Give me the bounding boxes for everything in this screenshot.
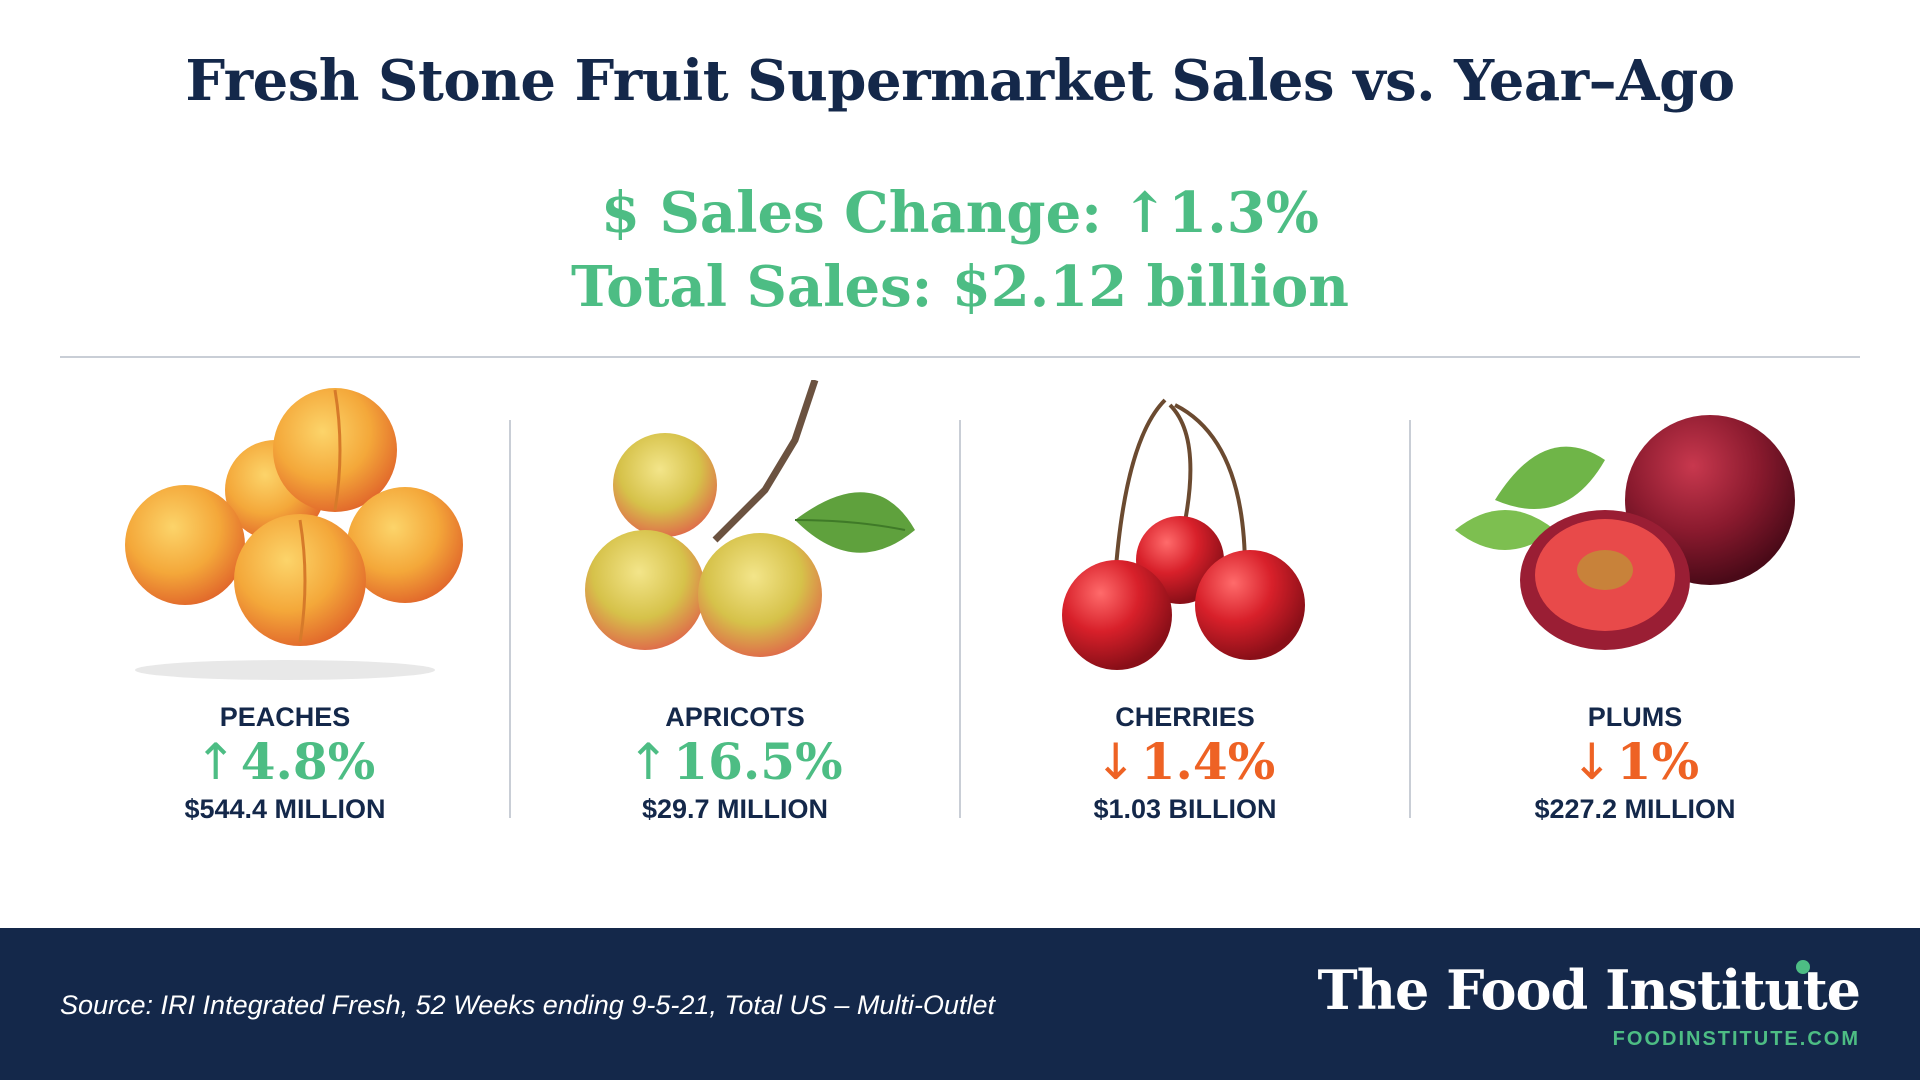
down-arrow-icon: ↓ [1094,733,1137,791]
cherries-image [1062,398,1305,670]
plums-image [1455,415,1795,650]
brand-logo: The Food Institute [1317,958,1861,1022]
fruit-amount: $544.4 MILLION [184,794,386,824]
column-divider [509,420,511,818]
column-divider [1409,420,1411,818]
fruit-change: ↓1% [1570,732,1700,791]
up-arrow-icon: ↑ [627,733,670,791]
brand-url: FOODINSTITUTE.COM [1612,1028,1860,1050]
column-divider [959,420,961,818]
fruit-name: CHERRIES [1115,702,1255,732]
horizontal-divider [60,356,1860,358]
brand-dot-icon [1796,960,1810,974]
fruit-amount: $29.7 MILLION [641,794,829,824]
total-sales-summary: Total Sales: $2.12 billion [570,254,1349,320]
fruit-amount: $227.2 MILLION [1534,794,1736,824]
fruit-card-apricots: APRICOTS ↑16.5% $29.7 MILLION [510,380,960,824]
fruit-card-plums: PLUMS ↓1% $227.2 MILLION [1410,380,1860,824]
fruit-change: ↑16.5% [627,732,843,791]
peaches-image [125,388,463,680]
fruit-card-cherries: CHERRIES ↓1.4% $1.03 BILLION [960,380,1410,824]
fruit-change: ↓1.4% [1094,732,1276,791]
down-arrow-icon: ↓ [1570,733,1613,791]
fruit-name: PEACHES [219,702,351,732]
fruit-change: ↑4.8% [194,732,376,791]
fruit-card-peaches: PEACHES ↑4.8% $544.4 MILLION [60,380,510,824]
sales-change-summary: $ Sales Change: ↑1.3% [601,180,1319,246]
fruit-amount: $1.03 BILLION [1093,794,1277,824]
footer-bar: Source: IRI Integrated Fresh, 52 Weeks e… [0,928,1920,1080]
fruit-name: PLUMS [1587,702,1683,732]
fruit-name: APRICOTS [665,702,805,732]
page-title: Fresh Stone Fruit Supermarket Sales vs. … [185,48,1735,114]
up-arrow-icon: ↑ [194,733,237,791]
apricots-image [585,380,915,657]
source-note: Source: IRI Integrated Fresh, 52 Weeks e… [60,990,995,1020]
